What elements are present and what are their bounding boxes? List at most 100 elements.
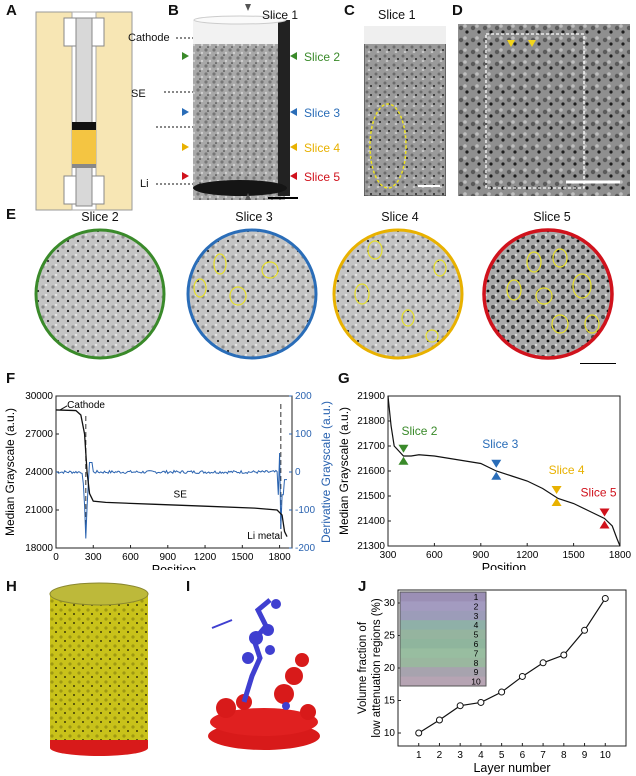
j-inset-band: [400, 592, 486, 602]
f-xtick-label: 300: [85, 552, 102, 563]
panel-label-f: F: [6, 370, 16, 387]
f-ytick-label: 18000: [25, 543, 53, 554]
cylinder-tomogram: [156, 4, 298, 200]
f-annot-cathode-arrow: [59, 405, 68, 411]
g-xtick-label: 300: [380, 550, 397, 561]
e-slice5-title: Slice 5: [533, 210, 571, 224]
b-slice2-label: Slice 2: [304, 50, 341, 64]
label-li: Li: [140, 178, 149, 190]
f-ylabel: Median Grayscale (a.u.): [3, 408, 17, 536]
g-marker-up: [551, 498, 562, 506]
b-slice5-label: Slice 5: [304, 170, 341, 184]
f-annot-se: SE: [174, 489, 188, 500]
j-ylabel-line2: low attenuation regions (%): [371, 598, 383, 738]
panel-label-h: H: [6, 578, 17, 595]
j-inset-layer-label: 7: [474, 648, 479, 658]
j-xtick-label: 2: [437, 750, 443, 761]
f-ytick-label: 24000: [25, 467, 53, 478]
slice-zoom-image: [458, 24, 630, 196]
j-inset-layer-label: 10: [471, 677, 481, 687]
f-xtick-label: 600: [122, 552, 139, 563]
j-xtick-label: 3: [457, 750, 463, 761]
j-volume-fraction-line: [418, 598, 606, 734]
f-y2tick-label: 100: [295, 429, 312, 440]
j-data-point: [560, 651, 568, 659]
f-y2tick-label: 200: [295, 391, 312, 402]
g-marker-up: [491, 471, 502, 480]
j-inset-frame: [399, 591, 487, 687]
panel-label-d: D: [452, 2, 463, 19]
label-se: SE: [131, 88, 146, 100]
j-xtick-label: 6: [520, 750, 526, 761]
chart-f: 0 300 600 900 1200 1500 1800 18000 21000 24000 270…: [3, 391, 333, 570]
j-inset-band: [400, 620, 486, 631]
j-ytick-label: 20: [384, 663, 396, 674]
f-annot-cathode: Cathode: [67, 400, 105, 411]
g-marker-label: Slice 5: [581, 486, 617, 500]
panel-label-e: E: [6, 206, 17, 223]
low-attenuation-3d: [208, 598, 320, 750]
g-marker-down: [398, 444, 409, 453]
j-xtick-label: 7: [540, 750, 546, 761]
c-slice1-title: Slice 1: [378, 8, 416, 22]
j-inset-layer-label: 6: [474, 639, 479, 649]
f-y2label: Derivative Grayscale (a.u.): [319, 401, 333, 543]
cell-schematic: [35, 11, 133, 211]
f-y2tick-label: -100: [295, 505, 315, 516]
j-xtick-label: 10: [600, 750, 612, 761]
slice1-image: [364, 26, 446, 196]
j-data-point: [581, 626, 589, 634]
panel-label-b: B: [168, 2, 179, 19]
j-data-point: [435, 716, 443, 724]
g-marker-up: [599, 520, 610, 529]
panel-label-j: J: [358, 578, 367, 595]
j-data-point: [601, 594, 609, 602]
g-marker-down: [599, 508, 610, 517]
f-y2tick-label: 0: [295, 467, 301, 478]
j-inset-layer-label: 4: [474, 620, 479, 630]
g-ytick-label: 21700: [357, 441, 385, 452]
f-plot-frame: [55, 395, 293, 549]
f-ytick-label: 27000: [25, 429, 53, 440]
f-xtick-label: 900: [159, 552, 176, 563]
j-ytick-label: 10: [384, 728, 396, 739]
j-inset-band: [400, 667, 486, 678]
j-inset-band: [400, 639, 486, 649]
cross-section-row: [34, 228, 616, 364]
g-ytick-label: 21400: [357, 516, 385, 527]
j-ytick-label: 25: [384, 631, 396, 642]
j-inset-layer-label: 3: [474, 611, 479, 621]
f-y2tick-label: -200: [295, 543, 315, 554]
j-inset-layer-label: 1: [474, 592, 479, 602]
g-ytick-label: 21500: [357, 491, 385, 502]
f-xtick-label: 1500: [231, 552, 254, 563]
f-xtick-label: 1200: [194, 552, 217, 563]
panel-label-c: C: [344, 2, 355, 19]
panel-label-a: A: [6, 2, 17, 19]
g-marker-down: [491, 459, 502, 468]
f-grayscale-line: [55, 409, 288, 537]
g-ytick-label: 21900: [357, 391, 385, 402]
j-xlabel: Layer number: [473, 761, 550, 775]
f-xtick-label: 1800: [268, 552, 291, 563]
g-ylabel: Median Grayscale (a.u.): [337, 407, 351, 535]
panel-label-i: I: [186, 578, 191, 595]
j-xtick-label: 4: [478, 750, 484, 761]
f-ytick-label: 21000: [25, 505, 53, 516]
f-xlabel: Position: [152, 563, 197, 570]
g-xtick-label: 1800: [609, 550, 632, 561]
g-xtick-label: 1500: [562, 550, 585, 561]
j-ylabel-line1: Volume fraction of: [357, 621, 369, 714]
f-xtick-label: 0: [53, 552, 59, 563]
j-xtick-label: 9: [582, 750, 588, 761]
g-xtick-label: 1200: [516, 550, 539, 561]
j-ytick-label: 15: [384, 696, 396, 707]
j-data-point: [539, 659, 547, 667]
j-inset-layer-label: 2: [474, 601, 479, 611]
f-ytick-label: 30000: [25, 391, 53, 402]
label-cathode: Cathode: [128, 32, 170, 44]
g-marker-label: Slice 2: [401, 424, 437, 438]
j-inset-band: [400, 648, 486, 659]
b-slice3-label: Slice 3: [304, 106, 341, 120]
j-xtick-label: 5: [499, 750, 505, 761]
